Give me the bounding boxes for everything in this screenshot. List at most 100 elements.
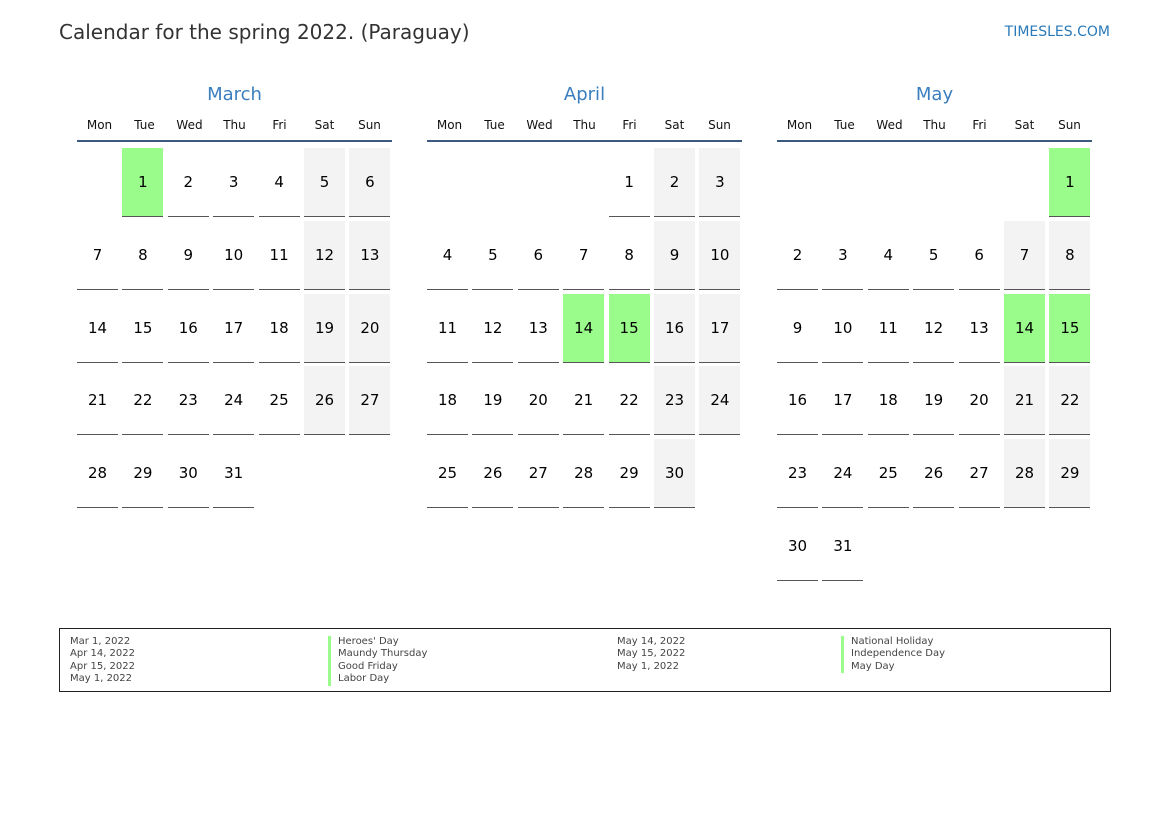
day-cell: 30 — [777, 512, 818, 581]
weekday-header: Mon Tue Wed Thu Fri Sat Sun — [77, 118, 392, 142]
day-cell: 29 — [608, 439, 650, 509]
weekday-label: Thu — [573, 118, 596, 132]
day-cell: 16 — [777, 366, 818, 436]
day-cell: 17 — [213, 294, 255, 363]
weekday-label: Thu — [223, 118, 246, 132]
day-cell: 10 — [213, 221, 255, 290]
legend-holiday-name: Labor Day — [328, 673, 427, 686]
day-cell: 28 — [77, 439, 118, 509]
day-cell: 23 — [777, 439, 818, 509]
legend-date: May 1, 2022 — [617, 660, 680, 672]
day-cell: 8 — [608, 221, 650, 290]
day-cell: 27 — [349, 366, 391, 436]
weekday-label: Tue — [484, 118, 505, 132]
month-march: March Mon Tue Wed Thu Fri Sat Sun 1 2 3 4 5 6 7 8 9 10 1… — [77, 84, 392, 509]
month-title: April — [563, 84, 606, 105]
day-cell: 30 — [167, 439, 209, 509]
legend-date: Mar 1, 2022 — [70, 636, 131, 647]
day-cell: 22 — [608, 366, 650, 436]
day-cell: 4 — [427, 221, 468, 290]
day-cell: 14 — [77, 294, 118, 363]
day-cell: 31 — [822, 512, 864, 581]
day-cell: 22 — [122, 366, 164, 436]
legend-holiday-name: National Holiday — [841, 636, 945, 649]
day-cell: 1 — [608, 148, 650, 217]
day-cell: 20 — [517, 366, 559, 436]
day-cell: 25 — [258, 366, 300, 436]
day-cell: 23 — [167, 366, 209, 436]
weekday-label: Sat — [664, 118, 685, 132]
day-cell-holiday: 14 — [1004, 293, 1045, 363]
day-cell-holiday: 14 — [563, 293, 605, 363]
day-cell-holiday: 1 — [122, 148, 164, 217]
day-cell: 30 — [654, 439, 695, 509]
weekday-label: Sun — [358, 118, 381, 132]
legend-names-right: National Holiday Independence Day May Da… — [841, 636, 945, 674]
weekday-label: Wed — [526, 118, 553, 132]
day-cell: 24 — [699, 366, 741, 436]
day-cell: 22 — [1049, 366, 1091, 436]
day-cell: 19 — [304, 293, 345, 363]
weekday-label: Mon — [786, 118, 813, 132]
day-cell: 3 — [699, 148, 741, 217]
day-cell: 6 — [349, 148, 391, 217]
site-link[interactable]: TIMESLES.COM — [1004, 24, 1110, 40]
day-cell: 2 — [777, 221, 818, 290]
day-cell: 18 — [258, 294, 300, 363]
day-cell: 12 — [304, 220, 345, 290]
day-cell: 27 — [958, 439, 1000, 509]
day-cell: 29 — [1049, 439, 1091, 509]
day-cell-holiday: 15 — [608, 293, 650, 363]
day-cell: 25 — [867, 439, 909, 509]
legend-date: May 1, 2022 — [70, 673, 133, 685]
legend-date: Apr 14, 2022 — [70, 648, 136, 660]
day-cell: 2 — [167, 148, 209, 217]
day-cell: 5 — [472, 221, 514, 290]
day-cell: 7 — [563, 221, 605, 290]
day-cell: 20 — [349, 293, 391, 363]
weekday-label: Sun — [708, 118, 731, 132]
day-cell: 10 — [699, 220, 741, 290]
day-cell: 13 — [517, 294, 559, 363]
day-cell: 3 — [822, 221, 864, 290]
day-cell: 6 — [958, 221, 1000, 290]
day-cell: 15 — [122, 294, 164, 363]
day-cell: 9 — [167, 221, 209, 290]
holiday-legend: Mar 1, 2022 Apr 14, 2022 Apr 15, 2022 Ma… — [59, 628, 1111, 692]
day-cell: 13 — [958, 294, 1000, 363]
legend-date: May 14, 2022 — [617, 636, 686, 647]
day-cell: 26 — [472, 439, 514, 509]
day-cell: 11 — [258, 221, 300, 290]
weekday-label: Sat — [314, 118, 335, 132]
weekday-label: Thu — [923, 118, 946, 132]
day-cell: 11 — [427, 294, 468, 363]
legend-holiday-name: Good Friday — [328, 660, 427, 674]
day-cell: 25 — [427, 439, 468, 509]
legend-holiday-name: May Day — [841, 660, 945, 674]
day-cell: 28 — [563, 439, 605, 509]
day-cell: 17 — [699, 293, 741, 363]
day-cell: 7 — [77, 221, 118, 290]
day-cell-holiday: 15 — [1049, 293, 1091, 363]
day-cell: 3 — [213, 148, 255, 217]
weekday-label: Wed — [176, 118, 203, 132]
month-title: May — [915, 84, 954, 105]
weekday-label: Mon — [86, 118, 113, 132]
day-cell: 18 — [427, 366, 468, 436]
legend-holiday-name: Heroes' Day — [328, 636, 427, 649]
day-cell: 21 — [563, 366, 605, 436]
weekday-label: Wed — [876, 118, 903, 132]
day-cell: 16 — [654, 293, 695, 363]
day-cell: 7 — [1004, 220, 1045, 290]
month-title: March — [207, 84, 262, 105]
month-may: May Mon Tue Wed Thu Fri Sat Sun 1 2 3 4 5 6 7 8 9 10 11 1… — [777, 84, 1092, 581]
legend-dates-right: May 14, 2022 May 15, 2022 May 1, 2022 — [617, 636, 685, 673]
page-title: Calendar for the spring 2022. (Paraguay) — [59, 20, 470, 44]
weekday-label: Sun — [1058, 118, 1081, 132]
day-cell: 13 — [349, 220, 391, 290]
day-cell: 11 — [867, 294, 909, 363]
weekday-label: Fri — [622, 118, 637, 132]
day-cell-holiday: 1 — [1049, 148, 1091, 217]
day-cell: 24 — [213, 366, 255, 436]
day-cell: 5 — [304, 148, 345, 217]
